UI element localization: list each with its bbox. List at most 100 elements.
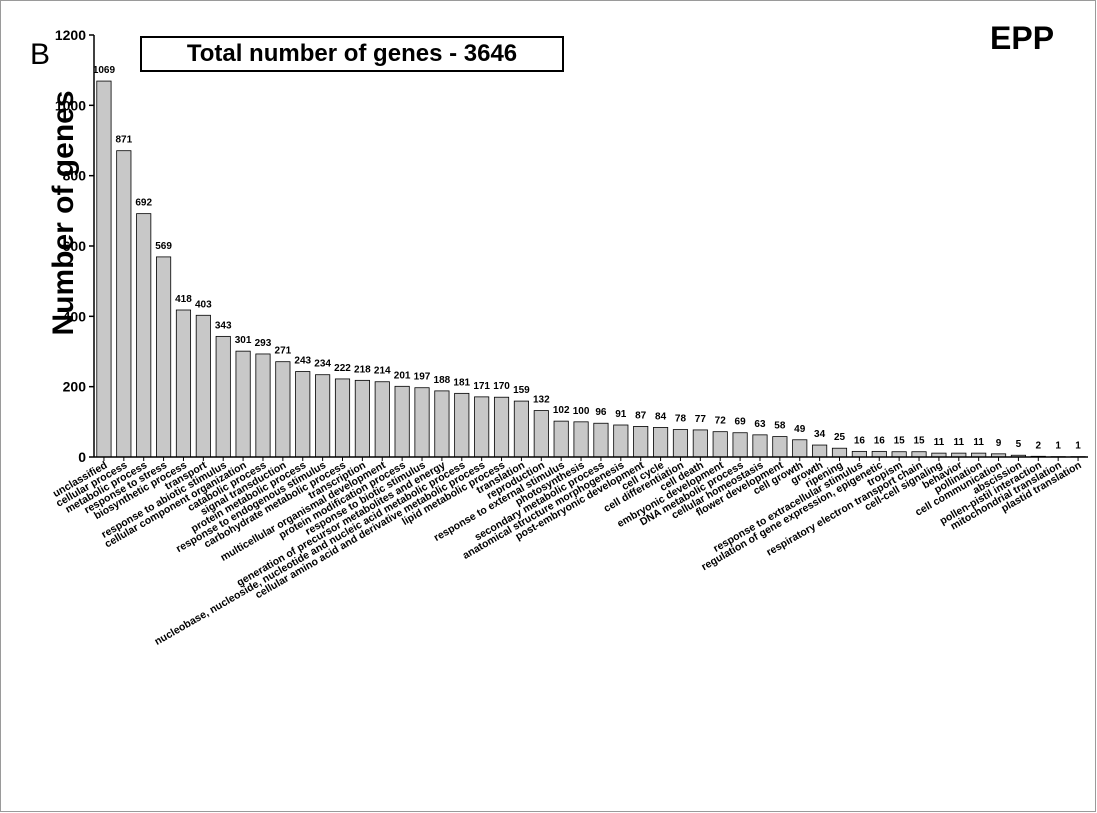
data-label: 63 (754, 419, 766, 430)
y-axis-label: Number of genes (47, 90, 80, 336)
bar (812, 444, 828, 458)
bars-group (96, 80, 1086, 458)
data-label: 2 (1036, 440, 1042, 451)
bar (653, 427, 669, 458)
bar (96, 80, 112, 458)
data-label: 1069 (93, 65, 116, 76)
data-label: 15 (894, 436, 906, 447)
bar (553, 420, 569, 458)
data-label: 692 (135, 198, 152, 209)
data-label: 9 (996, 438, 1002, 449)
bar (275, 361, 291, 458)
data-label: 84 (655, 411, 667, 422)
bar (454, 392, 470, 458)
data-label: 34 (814, 429, 826, 440)
bar (831, 447, 848, 458)
y-tick-label: 800 (63, 168, 87, 184)
bar (116, 150, 132, 458)
chart-title: Total number of genes - 3646 (140, 36, 564, 72)
data-label: 214 (374, 366, 391, 377)
axes-group: 0 200 400 600 800 1000 1200 (55, 27, 1088, 465)
data-label: 418 (175, 294, 192, 305)
bar (871, 450, 887, 458)
bar (692, 429, 708, 458)
data-label: 132 (533, 395, 550, 406)
bar (394, 385, 410, 458)
y-tick-label: 1200 (55, 27, 86, 43)
data-label: 11 (934, 437, 945, 448)
data-label: 78 (675, 414, 687, 425)
data-label: 77 (695, 414, 707, 425)
y-tick-label: 0 (78, 449, 86, 465)
data-label: 11 (953, 437, 964, 448)
bar (474, 396, 490, 458)
data-label: 96 (595, 407, 607, 418)
data-label: 72 (715, 416, 727, 427)
bar (772, 436, 788, 458)
bar (195, 314, 211, 458)
data-label: 218 (354, 364, 371, 375)
bar (493, 396, 510, 458)
data-label: 871 (115, 135, 132, 146)
data-label: 1 (1055, 441, 1061, 452)
data-label: 16 (854, 435, 866, 446)
y-tick-label: 1000 (55, 97, 86, 113)
bar (354, 379, 370, 458)
data-label: 1 (1075, 441, 1081, 452)
bar (732, 432, 748, 458)
bar (672, 429, 689, 458)
bar (334, 378, 351, 458)
bar (633, 426, 649, 458)
data-label: 188 (434, 375, 451, 386)
bar (414, 387, 430, 458)
data-label: 159 (513, 385, 530, 396)
data-label: 222 (334, 363, 351, 374)
y-tick-label: 600 (63, 238, 87, 254)
bar (434, 390, 450, 458)
data-label: 49 (794, 424, 806, 435)
data-label: 25 (834, 432, 846, 443)
bar (175, 309, 192, 458)
bar (752, 434, 768, 458)
bar (513, 400, 529, 458)
data-label: 58 (774, 421, 786, 432)
data-label: 102 (553, 405, 570, 416)
data-label: 293 (255, 338, 272, 349)
data-label: 5 (1016, 439, 1022, 450)
data-label: 16 (874, 435, 886, 446)
data-label: 343 (215, 320, 232, 331)
data-label: 569 (155, 241, 172, 252)
bar (255, 353, 271, 458)
bar (792, 439, 808, 458)
bar (911, 451, 927, 458)
bar (851, 450, 867, 458)
y-tick-label: 200 (63, 379, 87, 395)
bar (235, 350, 251, 458)
data-label: 87 (635, 410, 647, 421)
bar (891, 451, 907, 458)
data-label: 100 (573, 406, 590, 417)
data-label: 243 (294, 356, 311, 367)
data-label: 91 (615, 409, 627, 420)
series-tag: EPP (990, 20, 1055, 56)
data-label: 11 (973, 437, 984, 448)
bar (215, 335, 231, 458)
data-label: 170 (493, 381, 510, 392)
data-label: 403 (195, 299, 212, 310)
data-label: 69 (735, 417, 747, 428)
bar (613, 424, 629, 458)
bar (593, 422, 609, 458)
bar (533, 410, 549, 458)
data-label: 171 (473, 381, 490, 392)
bar (315, 374, 331, 458)
panel-label: B (30, 38, 51, 71)
bar (156, 256, 172, 458)
bar (136, 213, 152, 458)
data-label: 181 (453, 377, 470, 388)
bar (573, 421, 589, 458)
bar (712, 431, 728, 458)
data-label: 201 (394, 370, 411, 381)
bar (295, 371, 311, 458)
data-label: 197 (414, 372, 431, 383)
